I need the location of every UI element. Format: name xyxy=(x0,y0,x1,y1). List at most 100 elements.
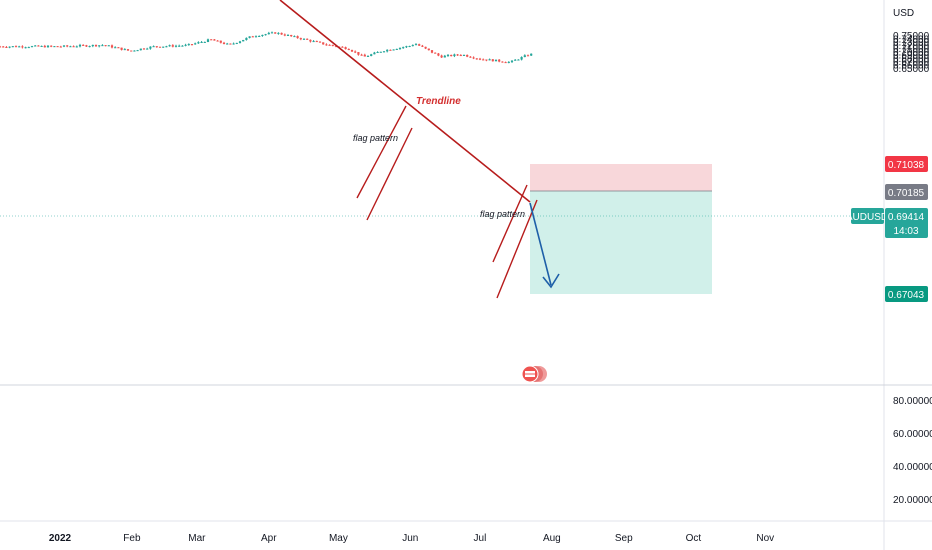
candle-body xyxy=(206,39,210,42)
candle-body xyxy=(181,45,184,47)
flag-channel-upper-2[interactable] xyxy=(492,184,528,263)
price-tick-label: 0.68000 xyxy=(893,54,930,65)
candle-body xyxy=(530,53,533,56)
candle-body xyxy=(114,47,117,49)
price-tick-label: 0.73000 xyxy=(893,38,930,49)
candle-body xyxy=(78,44,82,47)
candle-body xyxy=(517,59,520,61)
candle-body xyxy=(258,35,261,37)
candle-body xyxy=(14,46,18,48)
candle-body xyxy=(30,46,34,48)
candle-body xyxy=(392,49,395,51)
arrow-head-icon xyxy=(542,273,560,289)
price-tick-label: 0.74000 xyxy=(893,34,930,45)
candle-body xyxy=(482,59,485,61)
flag-channel-upper-1[interactable] xyxy=(356,105,407,199)
candle-body xyxy=(520,57,523,60)
candle-body xyxy=(306,38,309,40)
target-price-value: 0.67043 xyxy=(888,290,925,301)
time-tick-label: Oct xyxy=(686,533,702,544)
candle-body xyxy=(354,51,357,53)
candle-body xyxy=(2,46,5,48)
take-profit-zone[interactable] xyxy=(530,191,712,294)
stop-loss-zone[interactable] xyxy=(530,164,712,191)
entry-price-badge xyxy=(885,184,928,200)
candle-body xyxy=(53,46,56,48)
candle-body xyxy=(363,54,366,57)
flag-channel-lower-1[interactable] xyxy=(366,127,413,221)
candle-body xyxy=(235,42,238,44)
candle-body xyxy=(184,44,187,46)
candle-body xyxy=(434,52,437,54)
candle-body xyxy=(488,59,491,61)
candle-body xyxy=(274,32,277,34)
candle-body xyxy=(133,50,136,52)
candle-body xyxy=(475,58,478,60)
time-axis[interactable]: 2022 Feb Mar Apr May Jun Jul Aug Sep Oct Nov xyxy=(49,533,774,544)
candle-body xyxy=(56,46,59,48)
candle-body xyxy=(85,45,88,47)
candle-body xyxy=(283,34,286,36)
candle-body xyxy=(450,54,453,57)
candle-body xyxy=(360,54,363,56)
candle-body xyxy=(200,41,203,43)
candle-body xyxy=(373,52,376,55)
stop-price-value: 0.71038 xyxy=(888,160,925,171)
candle-body xyxy=(523,55,526,58)
candle-body xyxy=(290,34,293,37)
candle-body xyxy=(328,44,331,46)
trendline-label: Trendline xyxy=(416,96,461,107)
candle-body xyxy=(453,54,456,57)
time-tick-label: Apr xyxy=(261,533,277,544)
candle-body xyxy=(494,59,498,62)
symbol-badge[interactable] xyxy=(851,208,884,224)
candle-body xyxy=(501,61,504,63)
price-tick-label: 0.67000 xyxy=(893,57,930,68)
candle-body xyxy=(318,41,322,43)
candle-body xyxy=(37,45,40,47)
candle-body xyxy=(357,52,360,55)
candle-body xyxy=(325,44,328,46)
candle-body xyxy=(322,42,325,45)
candle-body xyxy=(104,45,107,47)
candle-body xyxy=(46,45,50,48)
candle-body xyxy=(5,46,8,48)
candle-body xyxy=(251,36,254,38)
currency-label: USD xyxy=(893,8,914,19)
candle-body xyxy=(213,39,216,41)
candle-body xyxy=(267,32,270,35)
candle-body xyxy=(59,46,62,48)
candle-body xyxy=(162,46,165,48)
price-scale[interactable]: 0.750000.740000.730000.720000.710000.700… xyxy=(893,31,930,75)
candle-body xyxy=(414,44,418,46)
candle-body xyxy=(146,48,149,50)
candle-body xyxy=(296,36,299,39)
stop-price-badge xyxy=(885,156,928,172)
flag-channel-lower-2[interactable] xyxy=(496,199,538,299)
candle-body xyxy=(293,36,296,38)
candle-body xyxy=(437,53,440,56)
candle-body xyxy=(136,50,139,52)
candle-body xyxy=(8,46,11,48)
candle-body xyxy=(302,38,306,40)
candle-body xyxy=(242,39,245,42)
candle-body xyxy=(210,39,213,41)
projection-arrow[interactable] xyxy=(529,202,552,286)
trendline[interactable] xyxy=(279,0,531,203)
candle-body xyxy=(43,45,46,48)
candle-body xyxy=(379,51,382,53)
candle-body xyxy=(187,44,190,46)
candle-body xyxy=(245,37,248,40)
oscillator-tick-label: 20.00000 xyxy=(893,495,932,506)
oscillator-tick-label: 40.00000 xyxy=(893,462,932,473)
candle-body xyxy=(98,45,101,47)
candle-body xyxy=(117,47,120,49)
candle-body xyxy=(421,45,424,47)
price-tick-label: 0.71000 xyxy=(893,44,930,55)
candle-body xyxy=(334,45,338,47)
events-marker-icon[interactable] xyxy=(521,365,547,383)
candle-body xyxy=(50,45,53,47)
oscillator-scale[interactable]: 80.00000 60.00000 40.00000 20.00000 xyxy=(893,396,932,506)
candle-body xyxy=(411,45,414,47)
